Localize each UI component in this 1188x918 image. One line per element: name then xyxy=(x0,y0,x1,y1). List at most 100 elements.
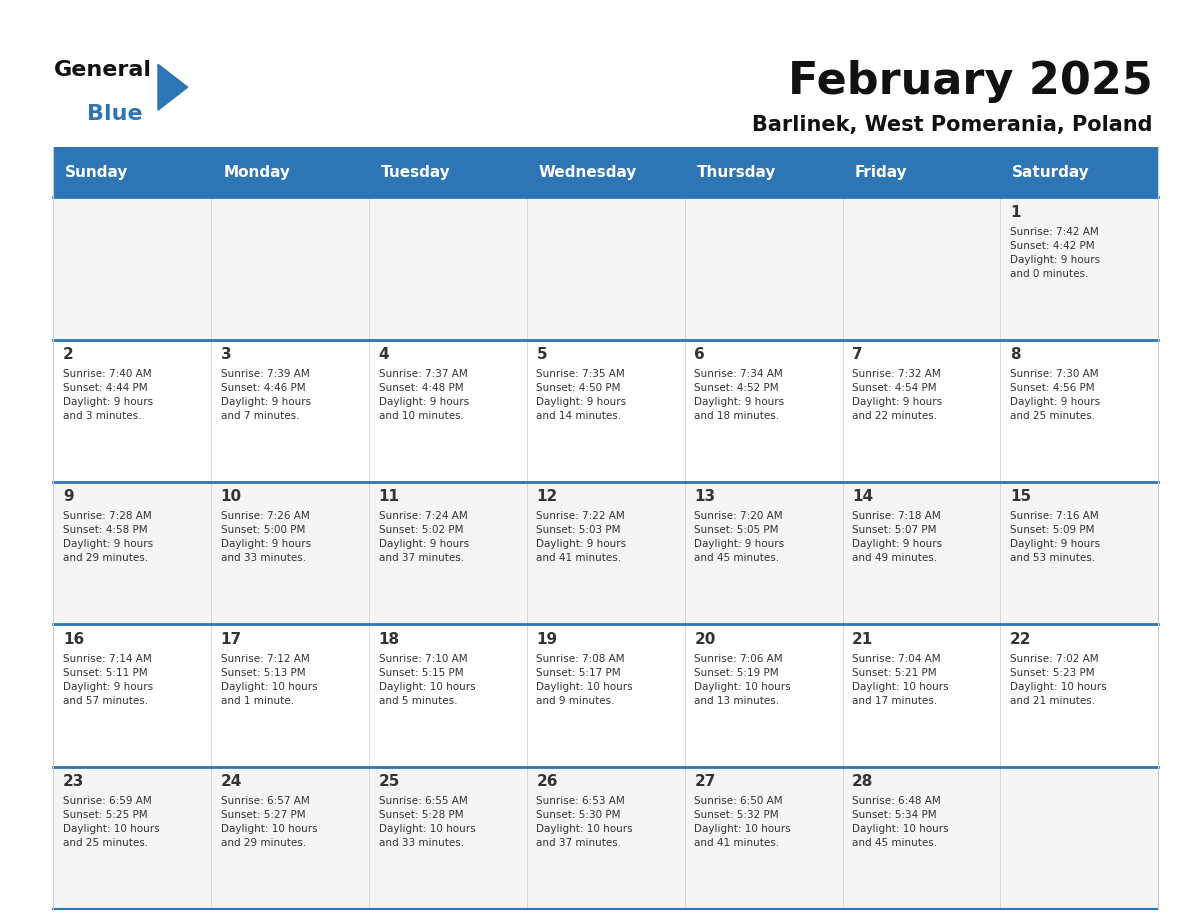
Text: Sunrise: 7:04 AM
Sunset: 5:21 PM
Daylight: 10 hours
and 17 minutes.: Sunrise: 7:04 AM Sunset: 5:21 PM Dayligh… xyxy=(852,654,949,706)
Text: 3: 3 xyxy=(221,347,232,362)
Text: 2: 2 xyxy=(63,347,74,362)
FancyBboxPatch shape xyxy=(842,197,1000,340)
Text: Sunrise: 7:20 AM
Sunset: 5:05 PM
Daylight: 9 hours
and 45 minutes.: Sunrise: 7:20 AM Sunset: 5:05 PM Dayligh… xyxy=(694,511,784,564)
FancyBboxPatch shape xyxy=(211,147,369,197)
FancyBboxPatch shape xyxy=(842,767,1000,909)
Text: Sunrise: 7:16 AM
Sunset: 5:09 PM
Daylight: 9 hours
and 53 minutes.: Sunrise: 7:16 AM Sunset: 5:09 PM Dayligh… xyxy=(1010,511,1100,564)
Text: 26: 26 xyxy=(537,774,558,789)
FancyBboxPatch shape xyxy=(211,340,369,482)
FancyBboxPatch shape xyxy=(369,147,527,197)
Text: 23: 23 xyxy=(63,774,84,789)
Text: 18: 18 xyxy=(379,632,399,646)
Text: Sunrise: 7:14 AM
Sunset: 5:11 PM
Daylight: 9 hours
and 57 minutes.: Sunrise: 7:14 AM Sunset: 5:11 PM Dayligh… xyxy=(63,654,153,706)
Text: 12: 12 xyxy=(537,489,557,504)
Text: Sunrise: 7:35 AM
Sunset: 4:50 PM
Daylight: 9 hours
and 14 minutes.: Sunrise: 7:35 AM Sunset: 4:50 PM Dayligh… xyxy=(537,369,626,421)
Text: 16: 16 xyxy=(63,632,84,646)
FancyBboxPatch shape xyxy=(53,482,211,624)
Text: 10: 10 xyxy=(221,489,242,504)
Text: Sunrise: 7:22 AM
Sunset: 5:03 PM
Daylight: 9 hours
and 41 minutes.: Sunrise: 7:22 AM Sunset: 5:03 PM Dayligh… xyxy=(537,511,626,564)
Text: 24: 24 xyxy=(221,774,242,789)
Text: Sunrise: 6:53 AM
Sunset: 5:30 PM
Daylight: 10 hours
and 37 minutes.: Sunrise: 6:53 AM Sunset: 5:30 PM Dayligh… xyxy=(537,796,633,848)
FancyBboxPatch shape xyxy=(684,197,842,340)
Text: 14: 14 xyxy=(852,489,873,504)
Text: 1: 1 xyxy=(1010,205,1020,219)
Text: Sunrise: 7:32 AM
Sunset: 4:54 PM
Daylight: 9 hours
and 22 minutes.: Sunrise: 7:32 AM Sunset: 4:54 PM Dayligh… xyxy=(852,369,942,421)
Text: Sunrise: 7:42 AM
Sunset: 4:42 PM
Daylight: 9 hours
and 0 minutes.: Sunrise: 7:42 AM Sunset: 4:42 PM Dayligh… xyxy=(1010,227,1100,279)
FancyBboxPatch shape xyxy=(369,197,527,340)
Text: 21: 21 xyxy=(852,632,873,646)
FancyBboxPatch shape xyxy=(527,197,684,340)
FancyBboxPatch shape xyxy=(369,767,527,909)
Text: Sunrise: 7:40 AM
Sunset: 4:44 PM
Daylight: 9 hours
and 3 minutes.: Sunrise: 7:40 AM Sunset: 4:44 PM Dayligh… xyxy=(63,369,153,421)
FancyBboxPatch shape xyxy=(53,340,211,482)
Text: 7: 7 xyxy=(852,347,862,362)
FancyBboxPatch shape xyxy=(842,147,1000,197)
FancyBboxPatch shape xyxy=(1000,767,1158,909)
Text: Sunrise: 7:08 AM
Sunset: 5:17 PM
Daylight: 10 hours
and 9 minutes.: Sunrise: 7:08 AM Sunset: 5:17 PM Dayligh… xyxy=(537,654,633,706)
Text: 11: 11 xyxy=(379,489,399,504)
Text: 25: 25 xyxy=(379,774,400,789)
Text: Sunrise: 7:10 AM
Sunset: 5:15 PM
Daylight: 10 hours
and 5 minutes.: Sunrise: 7:10 AM Sunset: 5:15 PM Dayligh… xyxy=(379,654,475,706)
Text: Sunrise: 7:06 AM
Sunset: 5:19 PM
Daylight: 10 hours
and 13 minutes.: Sunrise: 7:06 AM Sunset: 5:19 PM Dayligh… xyxy=(694,654,791,706)
Text: 19: 19 xyxy=(537,632,557,646)
Text: Wednesday: Wednesday xyxy=(539,164,637,180)
Text: Barlinek, West Pomerania, Poland: Barlinek, West Pomerania, Poland xyxy=(752,115,1152,135)
Text: Sunrise: 6:57 AM
Sunset: 5:27 PM
Daylight: 10 hours
and 29 minutes.: Sunrise: 6:57 AM Sunset: 5:27 PM Dayligh… xyxy=(221,796,317,848)
FancyBboxPatch shape xyxy=(684,340,842,482)
Polygon shape xyxy=(158,64,188,110)
FancyBboxPatch shape xyxy=(53,624,211,767)
FancyBboxPatch shape xyxy=(527,767,684,909)
FancyBboxPatch shape xyxy=(53,147,211,197)
Text: 9: 9 xyxy=(63,489,74,504)
FancyBboxPatch shape xyxy=(842,624,1000,767)
Text: Sunrise: 6:55 AM
Sunset: 5:28 PM
Daylight: 10 hours
and 33 minutes.: Sunrise: 6:55 AM Sunset: 5:28 PM Dayligh… xyxy=(379,796,475,848)
FancyBboxPatch shape xyxy=(684,482,842,624)
Text: Sunrise: 7:34 AM
Sunset: 4:52 PM
Daylight: 9 hours
and 18 minutes.: Sunrise: 7:34 AM Sunset: 4:52 PM Dayligh… xyxy=(694,369,784,421)
FancyBboxPatch shape xyxy=(527,624,684,767)
Text: Sunrise: 7:37 AM
Sunset: 4:48 PM
Daylight: 9 hours
and 10 minutes.: Sunrise: 7:37 AM Sunset: 4:48 PM Dayligh… xyxy=(379,369,469,421)
Text: February 2025: February 2025 xyxy=(788,60,1152,103)
FancyBboxPatch shape xyxy=(369,624,527,767)
FancyBboxPatch shape xyxy=(527,340,684,482)
FancyBboxPatch shape xyxy=(684,147,842,197)
Text: Sunrise: 7:18 AM
Sunset: 5:07 PM
Daylight: 9 hours
and 49 minutes.: Sunrise: 7:18 AM Sunset: 5:07 PM Dayligh… xyxy=(852,511,942,564)
Text: General: General xyxy=(53,60,151,80)
Text: Sunrise: 7:12 AM
Sunset: 5:13 PM
Daylight: 10 hours
and 1 minute.: Sunrise: 7:12 AM Sunset: 5:13 PM Dayligh… xyxy=(221,654,317,706)
Text: Sunday: Sunday xyxy=(65,164,128,180)
Text: 6: 6 xyxy=(694,347,704,362)
FancyBboxPatch shape xyxy=(211,482,369,624)
Text: Sunrise: 6:59 AM
Sunset: 5:25 PM
Daylight: 10 hours
and 25 minutes.: Sunrise: 6:59 AM Sunset: 5:25 PM Dayligh… xyxy=(63,796,159,848)
FancyBboxPatch shape xyxy=(53,767,211,909)
Text: 13: 13 xyxy=(694,489,715,504)
Text: Sunrise: 7:30 AM
Sunset: 4:56 PM
Daylight: 9 hours
and 25 minutes.: Sunrise: 7:30 AM Sunset: 4:56 PM Dayligh… xyxy=(1010,369,1100,421)
FancyBboxPatch shape xyxy=(211,624,369,767)
Text: 28: 28 xyxy=(852,774,873,789)
Text: 15: 15 xyxy=(1010,489,1031,504)
Text: Friday: Friday xyxy=(854,164,908,180)
FancyBboxPatch shape xyxy=(1000,624,1158,767)
Text: 4: 4 xyxy=(379,347,390,362)
Text: Sunrise: 7:02 AM
Sunset: 5:23 PM
Daylight: 10 hours
and 21 minutes.: Sunrise: 7:02 AM Sunset: 5:23 PM Dayligh… xyxy=(1010,654,1106,706)
FancyBboxPatch shape xyxy=(369,340,527,482)
Text: 8: 8 xyxy=(1010,347,1020,362)
Text: Thursday: Thursday xyxy=(696,164,776,180)
FancyBboxPatch shape xyxy=(211,767,369,909)
FancyBboxPatch shape xyxy=(842,482,1000,624)
Text: Sunrise: 6:50 AM
Sunset: 5:32 PM
Daylight: 10 hours
and 41 minutes.: Sunrise: 6:50 AM Sunset: 5:32 PM Dayligh… xyxy=(694,796,791,848)
FancyBboxPatch shape xyxy=(1000,340,1158,482)
FancyBboxPatch shape xyxy=(527,482,684,624)
Text: Sunrise: 7:28 AM
Sunset: 4:58 PM
Daylight: 9 hours
and 29 minutes.: Sunrise: 7:28 AM Sunset: 4:58 PM Dayligh… xyxy=(63,511,153,564)
FancyBboxPatch shape xyxy=(684,624,842,767)
Text: Blue: Blue xyxy=(87,104,143,124)
Text: Tuesday: Tuesday xyxy=(381,164,450,180)
Text: 17: 17 xyxy=(221,632,242,646)
Text: 5: 5 xyxy=(537,347,548,362)
FancyBboxPatch shape xyxy=(684,767,842,909)
FancyBboxPatch shape xyxy=(1000,197,1158,340)
FancyBboxPatch shape xyxy=(369,482,527,624)
Text: Sunrise: 7:26 AM
Sunset: 5:00 PM
Daylight: 9 hours
and 33 minutes.: Sunrise: 7:26 AM Sunset: 5:00 PM Dayligh… xyxy=(221,511,311,564)
Text: 22: 22 xyxy=(1010,632,1031,646)
FancyBboxPatch shape xyxy=(1000,482,1158,624)
Text: Monday: Monday xyxy=(223,164,290,180)
FancyBboxPatch shape xyxy=(53,197,211,340)
